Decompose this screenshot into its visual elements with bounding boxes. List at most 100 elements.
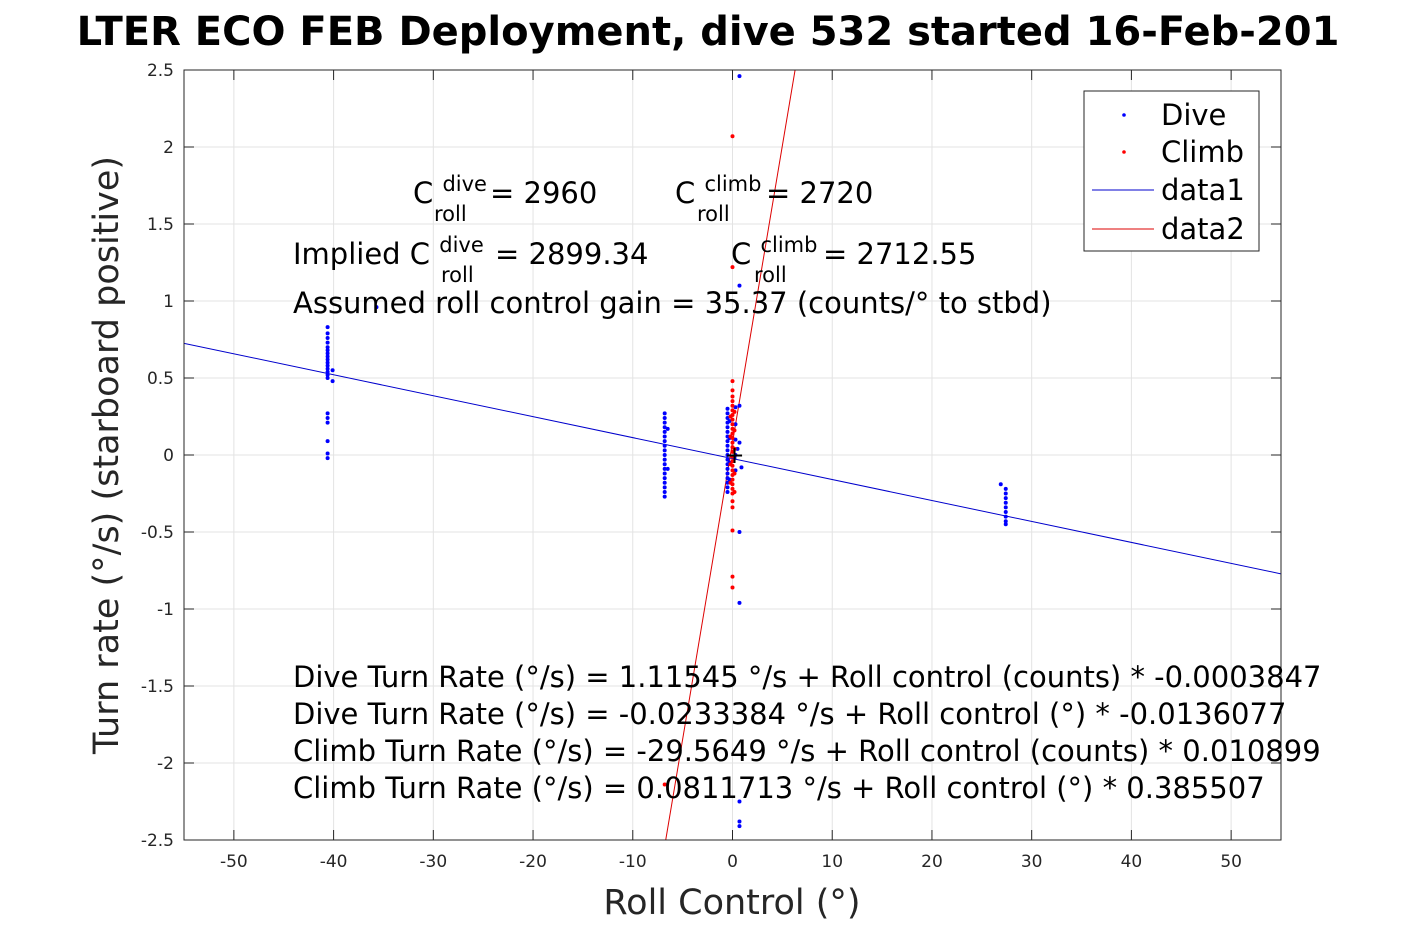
point-climb <box>662 782 667 787</box>
annotation-value: = 2712.55 <box>823 237 976 271</box>
point-dive <box>662 485 667 490</box>
point-dive <box>330 368 335 373</box>
point-climb <box>730 574 735 579</box>
point-dive <box>737 819 742 824</box>
point-dive <box>739 465 744 470</box>
x-tick-label: -50 <box>220 852 248 872</box>
annotation-sub: roll <box>697 202 730 226</box>
point-dive <box>662 494 667 499</box>
point-dive <box>662 480 667 485</box>
point-dive <box>733 468 738 473</box>
annotation-eq1: Dive Turn Rate (°/s) = 1.11545 °/s + Rol… <box>293 660 1321 694</box>
point-climb <box>730 403 735 408</box>
legend-label-data2: data2 <box>1161 212 1245 246</box>
fit-line-data1 <box>184 342 1281 575</box>
point-dive <box>998 482 1003 487</box>
legend-marker-climb <box>1122 150 1126 154</box>
point-dive <box>1003 486 1008 491</box>
point-climb <box>728 462 733 467</box>
point-dive <box>737 74 742 79</box>
point-dive <box>733 422 738 427</box>
point-dive <box>725 466 730 471</box>
chart-title: LTER ECO FEB Deployment, dive 532 starte… <box>77 9 1340 55</box>
point-dive <box>325 335 330 340</box>
point-dive <box>325 345 330 350</box>
annotation-eq3: Climb Turn Rate (°/s) = -29.5649 °/s + R… <box>293 734 1321 768</box>
x-tick-label: -20 <box>519 852 547 872</box>
point-dive <box>662 420 667 425</box>
point-climb <box>732 409 737 414</box>
point-dive <box>1003 496 1008 501</box>
point-dive <box>325 348 330 353</box>
fit-lines <box>184 70 1281 840</box>
annotation-implied-dive: Implied C dive roll = 2899.34 <box>293 225 648 289</box>
point-dive <box>325 354 330 359</box>
y-tick-label: 2.5 <box>147 61 174 81</box>
point-dive <box>725 411 730 416</box>
point-dive <box>1003 522 1008 527</box>
point-climb <box>730 528 735 533</box>
annotation-base: C <box>413 176 433 210</box>
x-tick-label: 10 <box>821 852 843 872</box>
annotation-sup: dive <box>439 233 484 257</box>
point-dive <box>1003 519 1008 524</box>
point-climb <box>730 394 735 399</box>
point-dive <box>665 466 670 471</box>
y-tick-label: 1.5 <box>147 215 174 235</box>
point-dive <box>325 366 330 371</box>
point-climb <box>732 489 737 494</box>
point-dive <box>662 489 667 494</box>
point-climb <box>732 471 737 476</box>
point-dive <box>325 340 330 345</box>
point-dive <box>662 448 667 453</box>
y-tick-label: 0.5 <box>147 369 174 389</box>
point-dive <box>325 420 330 425</box>
point-dive <box>737 530 742 534</box>
point-dive <box>662 466 667 471</box>
x-tick-label: -30 <box>419 852 447 872</box>
point-dive <box>374 305 379 310</box>
point-dive <box>725 443 730 448</box>
point-dive <box>725 416 730 421</box>
point-dive <box>1003 500 1008 505</box>
annotation-value: = 2899.34 <box>495 237 648 271</box>
point-dive <box>662 429 667 434</box>
point-climb <box>730 431 735 436</box>
point-dive <box>325 376 330 380</box>
point-dive <box>725 429 730 434</box>
point-dive <box>662 425 667 430</box>
annotation-base: C <box>410 237 430 271</box>
point-dive <box>662 471 667 476</box>
legend-box <box>1083 90 1260 252</box>
point-climb <box>730 134 735 139</box>
point-climb <box>732 428 737 433</box>
annotation-sub: roll <box>441 263 474 287</box>
point-dive <box>662 453 667 457</box>
annotation-sup: climb <box>760 233 817 257</box>
point-climb <box>730 265 735 270</box>
point-climb <box>730 454 735 459</box>
y-tick-label: 0 <box>163 446 174 466</box>
point-climb <box>730 459 735 464</box>
point-climb <box>728 414 733 419</box>
annotation-c-roll-dive: C dive roll = 2960 <box>413 164 597 228</box>
y-tick-label: -2.5 <box>141 831 174 851</box>
point-climb <box>730 388 735 393</box>
point-dive <box>330 379 335 384</box>
point-climb <box>730 422 735 427</box>
point-dive <box>725 489 730 494</box>
point-climb <box>730 468 735 473</box>
point-climb <box>730 449 735 454</box>
annotation-value: = 2720 <box>766 176 873 210</box>
point-dive <box>737 824 742 829</box>
point-dive <box>662 434 667 439</box>
point-dive <box>725 425 730 430</box>
annotation-gain: Assumed roll control gain = 35.37 (count… <box>293 286 1052 320</box>
annotation-eq2: Dive Turn Rate (°/s) = -0.0233384 °/s + … <box>293 697 1286 731</box>
x-tick-label: 30 <box>1021 852 1043 872</box>
y-axis-label: Turn rate (°/s) (starboard positive) <box>87 156 127 755</box>
point-climb <box>730 379 735 384</box>
annotation-eq4: Climb Turn Rate (°/s) = 0.0811713 °/s + … <box>293 771 1265 805</box>
y-tick-label: 1 <box>163 292 174 312</box>
point-climb <box>730 440 735 445</box>
